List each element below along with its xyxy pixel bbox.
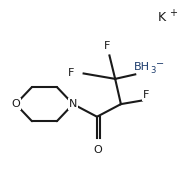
- Text: +: +: [169, 8, 177, 18]
- Text: O: O: [11, 99, 20, 109]
- Text: O: O: [94, 145, 102, 155]
- Text: F: F: [68, 68, 74, 79]
- Text: −: −: [156, 59, 164, 70]
- Text: K: K: [158, 11, 166, 24]
- Text: BH: BH: [134, 62, 150, 72]
- Text: 3: 3: [151, 66, 156, 75]
- Text: N: N: [69, 99, 77, 109]
- Text: F: F: [143, 90, 149, 100]
- Text: F: F: [104, 41, 111, 51]
